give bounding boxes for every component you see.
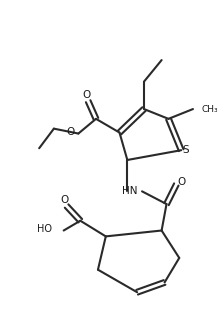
- Text: HO: HO: [37, 224, 52, 234]
- Text: HN: HN: [122, 186, 137, 196]
- Text: O: O: [177, 176, 185, 187]
- Text: O: O: [66, 127, 75, 137]
- Text: O: O: [61, 195, 69, 205]
- Text: S: S: [183, 145, 189, 155]
- Text: O: O: [82, 90, 90, 100]
- Text: CH₃: CH₃: [202, 105, 218, 114]
